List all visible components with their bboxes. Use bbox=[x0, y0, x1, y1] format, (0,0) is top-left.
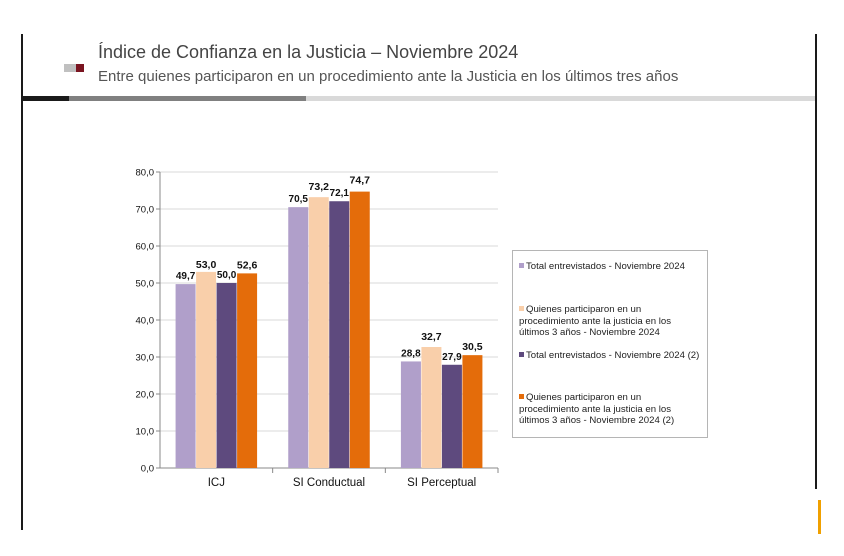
left-border-line bbox=[21, 34, 23, 530]
y-tick-label: 70,0 bbox=[136, 205, 155, 216]
bar bbox=[421, 347, 442, 468]
bar bbox=[349, 191, 370, 469]
data-label: 30,5 bbox=[462, 341, 483, 353]
y-tick-label: 10,0 bbox=[136, 427, 155, 438]
legend-swatch bbox=[519, 394, 524, 399]
bar bbox=[441, 364, 462, 468]
x-category-label: SI Conductual bbox=[293, 477, 365, 489]
orange-edge-mark bbox=[818, 500, 821, 534]
legend-label: Total entrevistados - Noviembre 2024 (2) bbox=[526, 350, 700, 361]
y-tick-label: 30,0 bbox=[136, 353, 155, 364]
y-tick-label: 0,0 bbox=[141, 464, 154, 475]
legend-item: Quienes participaron en un procedimiento… bbox=[519, 392, 703, 427]
legend-swatch bbox=[519, 352, 524, 357]
chart-legend: Total entrevistados - Noviembre 2024 Qui… bbox=[512, 250, 708, 438]
data-label: 32,7 bbox=[421, 331, 442, 343]
data-label: 28,8 bbox=[401, 348, 421, 359]
y-tick-label: 40,0 bbox=[136, 316, 155, 327]
page-title: Índice de Confianza en la Justicia – Nov… bbox=[98, 42, 519, 62]
header-bar-gray bbox=[69, 96, 306, 101]
legend-swatch bbox=[519, 306, 524, 311]
legend-swatch bbox=[519, 263, 524, 268]
bar bbox=[400, 361, 421, 468]
right-border-line bbox=[815, 34, 817, 489]
legend-item: Total entrevistados - Noviembre 2024 bbox=[519, 261, 703, 273]
bar bbox=[329, 201, 350, 469]
bar bbox=[237, 273, 258, 468]
logo-icon bbox=[64, 64, 84, 72]
y-tick-label: 80,0 bbox=[136, 168, 155, 179]
data-label: 72,1 bbox=[330, 188, 350, 199]
bar bbox=[175, 284, 196, 468]
header-bar-black bbox=[23, 96, 69, 101]
data-label: 73,2 bbox=[309, 181, 330, 193]
data-label: 53,0 bbox=[196, 259, 217, 271]
bar bbox=[308, 197, 329, 468]
y-tick-label: 20,0 bbox=[136, 390, 155, 401]
bar bbox=[216, 283, 237, 468]
data-label: 52,6 bbox=[237, 259, 258, 271]
legend-label: Total entrevistados - Noviembre 2024 bbox=[526, 261, 685, 272]
y-tick-label: 50,0 bbox=[136, 279, 155, 290]
legend-label: Quienes participaron en un procedimiento… bbox=[519, 392, 675, 426]
x-category-label: SI Perceptual bbox=[407, 477, 476, 489]
bar bbox=[288, 207, 309, 468]
legend-item: Quienes participaron en un procedimiento… bbox=[519, 304, 703, 339]
page-subtitle: Entre quienes participaron en un procedi… bbox=[98, 68, 679, 85]
data-label: 74,7 bbox=[350, 175, 371, 187]
bar bbox=[462, 355, 483, 468]
legend-item: Total entrevistados - Noviembre 2024 (2) bbox=[519, 350, 703, 362]
data-label: 70,5 bbox=[289, 194, 309, 205]
legend-label: Quienes participaron en un procedimiento… bbox=[519, 304, 671, 338]
bar bbox=[196, 271, 217, 468]
data-label: 27,9 bbox=[442, 352, 462, 363]
x-category-label: ICJ bbox=[208, 477, 225, 489]
data-label: 49,7 bbox=[176, 271, 196, 282]
header-bar-light bbox=[306, 96, 815, 101]
data-label: 50,0 bbox=[217, 270, 237, 281]
y-tick-label: 60,0 bbox=[136, 242, 155, 253]
